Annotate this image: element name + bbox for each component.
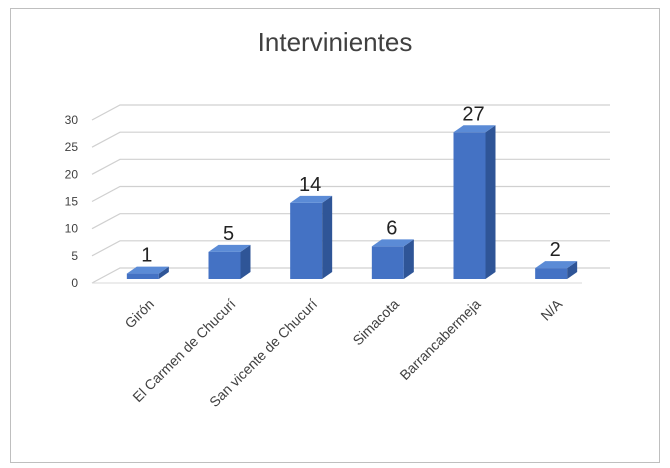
gridline — [91, 131, 610, 148]
category-label: N/A — [537, 295, 565, 323]
category-label: Barrancabermeja — [396, 296, 483, 383]
bar-front — [208, 251, 241, 279]
bar — [290, 195, 333, 279]
bar-top — [208, 244, 251, 252]
data-label: 1 — [141, 245, 152, 267]
gridline — [91, 213, 610, 230]
bar — [371, 239, 414, 279]
bar — [126, 266, 169, 279]
bar-side — [322, 195, 333, 279]
bar-front — [371, 246, 404, 279]
y-axis-ticks: 0 5 10 15 20 25 30 — [65, 113, 79, 290]
bar-side — [485, 125, 496, 279]
y-tick-label: 5 — [71, 249, 78, 263]
category-label: Girón — [121, 296, 157, 332]
data-label: 27 — [462, 103, 484, 125]
y-tick-label: 25 — [65, 140, 79, 154]
data-label: 2 — [550, 239, 561, 261]
bar-side — [158, 266, 169, 279]
bars — [126, 125, 578, 279]
bar — [453, 125, 496, 279]
bar-top — [290, 195, 333, 203]
y-tick-label: 15 — [65, 195, 79, 209]
gridline — [91, 185, 610, 203]
y-tick-label: 20 — [65, 167, 79, 181]
gridlines — [91, 104, 610, 284]
data-label: 5 — [223, 223, 234, 245]
gridline — [91, 240, 610, 257]
data-labels: 1 5 14 6 27 2 — [141, 103, 560, 266]
bar-top — [126, 266, 169, 274]
y-tick-label: 0 — [71, 276, 78, 290]
bar-front — [453, 132, 486, 279]
data-label: 6 — [386, 217, 397, 239]
bar-top — [535, 261, 578, 269]
bar — [535, 261, 578, 279]
data-label: 14 — [299, 174, 321, 196]
bar-front — [535, 268, 568, 279]
bar-side — [567, 261, 578, 279]
y-tick-label: 10 — [65, 222, 79, 236]
bar-top — [371, 239, 414, 247]
chart-title: Intervinientes — [257, 27, 413, 57]
bar — [208, 244, 251, 279]
bar-top — [453, 125, 496, 133]
bar-front — [290, 202, 323, 279]
category-label: Simacota — [349, 296, 402, 349]
gridline — [91, 104, 610, 121]
gridline — [91, 267, 610, 284]
chart-frame: Intervinientes — [10, 8, 660, 463]
gridline — [91, 158, 610, 175]
bar-side — [403, 239, 414, 279]
bar-side — [240, 244, 251, 279]
y-tick-label: 30 — [65, 113, 79, 127]
bar-front — [126, 273, 159, 279]
